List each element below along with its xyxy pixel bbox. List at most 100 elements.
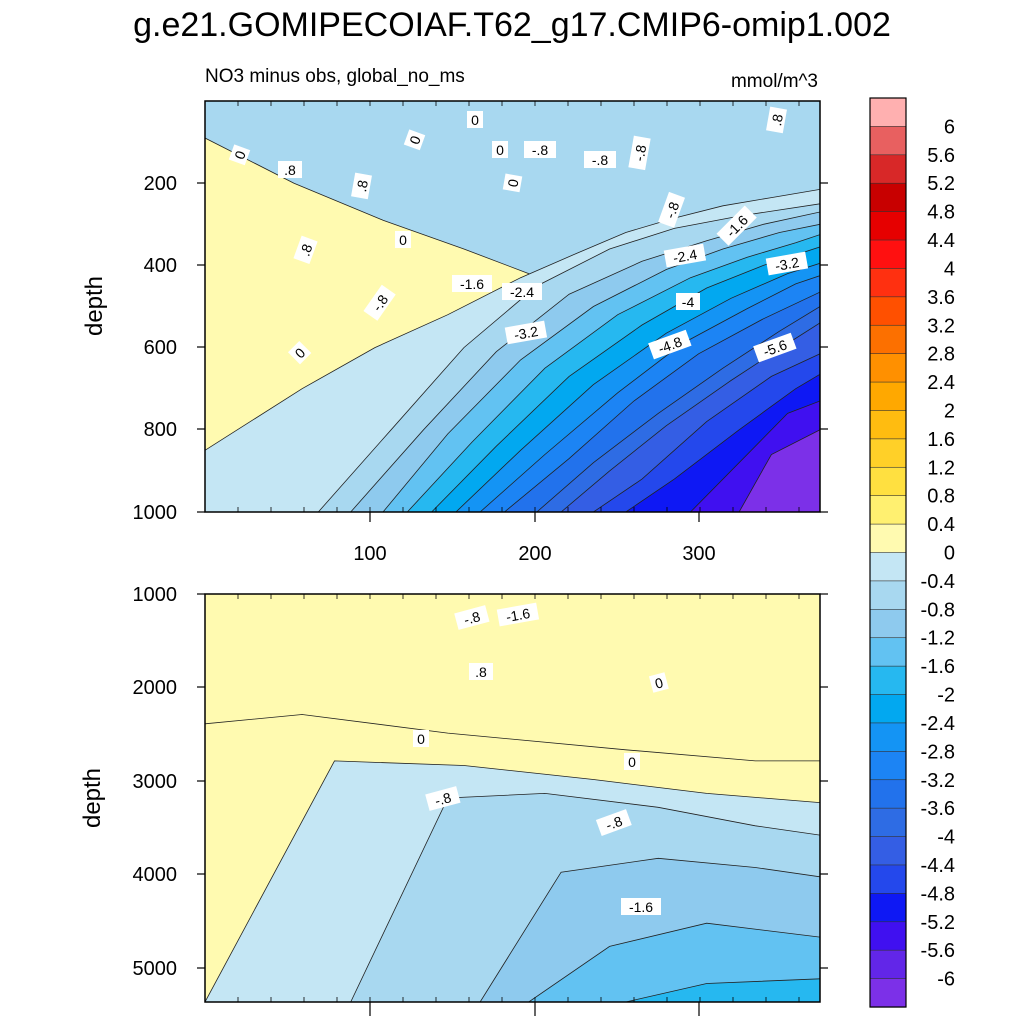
y-tick-label: 2000 — [133, 677, 178, 699]
colorbar-label: -4 — [937, 827, 955, 849]
contour-label: 0 — [228, 144, 251, 166]
contour-label: -.8 — [425, 786, 461, 811]
contour-fills-lower — [205, 714, 820, 1002]
colorbar-swatch — [869, 410, 907, 440]
colorbar-swatch — [869, 637, 907, 667]
subtitle-left: NO3 minus obs, global_no_ms — [205, 66, 465, 87]
colorbar-swatch — [869, 495, 907, 525]
contour-label: 0 — [492, 141, 508, 158]
contour-label: -1.6 — [452, 275, 492, 292]
contour-band-lower-5 — [625, 978, 820, 1002]
contour-label: .8 — [351, 172, 372, 200]
colorbar-swatch — [869, 296, 907, 326]
colorbar-swatch — [869, 949, 907, 980]
contour-label-text: -.8 — [592, 152, 609, 168]
colorbar-label: -2.8 — [921, 741, 955, 763]
colorbar-swatch — [869, 438, 907, 468]
contour-label: .8 — [469, 663, 493, 680]
colorbar-label: 1.6 — [927, 429, 955, 451]
colorbar-label: 6 — [944, 116, 955, 138]
colorbar-swatch — [869, 921, 907, 951]
contour-label-bg — [425, 786, 461, 811]
contour-label: -3.2 — [504, 320, 548, 345]
colorbar: 6 5.6 5.2 4.8 4.4 4 3.6 3.2 2.8 2.4 2 1.6 1.2 0.8 0.4 0… — [869, 97, 955, 1008]
contour-label: -.8 — [524, 141, 556, 158]
contour-label-bg — [663, 243, 707, 268]
contour-label-text: -4 — [682, 294, 695, 310]
colorbar-label: 2 — [944, 400, 955, 422]
contour-label: .8 — [766, 106, 787, 134]
colorbar-swatch — [869, 836, 907, 866]
contour-label-bg — [753, 332, 797, 363]
y-tick-label: 1000 — [133, 584, 178, 606]
contour-label-bg — [584, 151, 616, 168]
contour-label: -1.6 — [621, 898, 661, 915]
contour-label-bg — [595, 809, 632, 836]
colorbar-swatch — [869, 807, 907, 838]
colorbar-label: 5.2 — [927, 173, 955, 195]
contour-label-text: -5.6 — [761, 336, 789, 359]
contour-band-upper-15 — [738, 429, 820, 512]
colorbar-label: -3.6 — [921, 798, 955, 820]
contour-label-text: -2.4 — [510, 284, 534, 300]
colorbar-label: -0.8 — [921, 599, 955, 621]
contour-label-text: -3.2 — [513, 323, 540, 343]
contour-label-text: -1.6 — [505, 605, 532, 625]
contour-labels-lower: -.8 -1.6 .8 0 0 0 -.8 -.8 -1.6 — [413, 602, 669, 915]
contour-label: .8 — [278, 161, 302, 178]
contour-label: 0 — [287, 340, 312, 365]
colorbar-label: -1.2 — [921, 628, 955, 650]
colorbar-label: 3.2 — [927, 315, 955, 337]
colorbar-swatch — [869, 609, 907, 639]
contour-label-text: 0 — [653, 674, 665, 692]
colorbar-swatch — [869, 182, 907, 213]
colorbar-label: 2.4 — [927, 372, 955, 394]
y-axis-label-lower: depth — [79, 768, 106, 828]
contour-label-bg — [502, 283, 542, 300]
contour-label-bg — [658, 191, 685, 228]
contour-label-text: 0 — [417, 731, 425, 747]
contour-label-bg — [504, 320, 548, 345]
contour-label-bg — [454, 605, 490, 630]
contour-label: -.8 — [628, 135, 651, 171]
contour-label-bg — [492, 141, 508, 158]
contour-label: -.8 — [658, 191, 685, 228]
contour-label-bg — [766, 106, 787, 134]
contour-label-bg — [413, 730, 429, 747]
x-tick-label: 200 — [518, 543, 551, 565]
contour-fills-upper — [205, 137, 820, 512]
contour-label-bg — [287, 340, 312, 365]
contour-label-bg — [628, 135, 651, 171]
contour-label-text: -.8 — [433, 789, 453, 809]
colorbar-swatch — [869, 864, 907, 894]
colorbar-swatch — [869, 381, 907, 412]
colorbar-swatch — [869, 751, 907, 781]
contour-label-text: .8 — [284, 162, 296, 178]
colorbar-swatch — [869, 97, 907, 128]
colorbar-swatch — [869, 665, 907, 696]
contour-label: 0 — [395, 231, 411, 248]
contour-label-text: .8 — [353, 179, 371, 193]
colorbar-label: 3.6 — [927, 287, 955, 309]
contour-label-text: -.8 — [462, 608, 482, 628]
colorbar-swatch — [869, 353, 907, 383]
colorbar-label: -6 — [937, 969, 955, 991]
contour-label: -5.6 — [753, 332, 797, 363]
contour-label-text: 0 — [496, 142, 504, 158]
colorbar-label: -5.6 — [921, 940, 955, 962]
colorbar-label: 0 — [944, 543, 955, 565]
contour-label-text: 0 — [628, 754, 636, 770]
colorbar-label: 0.4 — [927, 514, 955, 536]
contour-label-text: 0 — [471, 112, 479, 128]
plot-area-upper — [205, 101, 820, 512]
colorbar-label: 4 — [944, 258, 955, 280]
contour-label: 0 — [648, 672, 669, 693]
contour-label-bg — [621, 898, 661, 915]
colorbar-frame — [869, 97, 907, 1008]
colorbar-swatch — [869, 239, 907, 270]
contour-label: .8 — [293, 235, 318, 265]
contour-label: 0 — [467, 111, 483, 128]
contour-label-text: -1.6 — [629, 899, 653, 915]
contour-label: -2.4 — [502, 283, 542, 300]
colorbar-label: 2.8 — [927, 344, 955, 366]
